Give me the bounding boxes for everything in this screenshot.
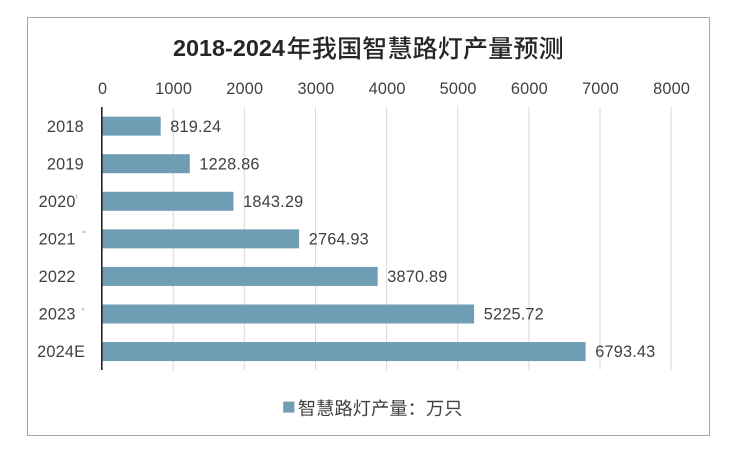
svg-text:5225.72: 5225.72 bbox=[484, 306, 544, 324]
svg-text:2000: 2000 bbox=[226, 80, 263, 98]
svg-text:819.24: 819.24 bbox=[170, 118, 221, 136]
svg-text:3870.89: 3870.89 bbox=[387, 268, 447, 286]
svg-text:2020: 2020 bbox=[39, 193, 76, 211]
svg-text:6000: 6000 bbox=[511, 80, 548, 98]
svg-text:2021: 2021 bbox=[39, 231, 76, 249]
svg-text:2018: 2018 bbox=[47, 118, 84, 136]
svg-text:1000: 1000 bbox=[155, 80, 192, 98]
svg-text:6793.43: 6793.43 bbox=[595, 343, 655, 361]
svg-text:5000: 5000 bbox=[440, 80, 477, 98]
svg-text:2764.93: 2764.93 bbox=[309, 231, 369, 249]
svg-text:2022: 2022 bbox=[39, 268, 76, 286]
svg-text:2023: 2023 bbox=[39, 306, 76, 324]
svg-text:1228.86: 1228.86 bbox=[199, 155, 259, 173]
svg-text:3000: 3000 bbox=[297, 80, 334, 98]
svg-text:8000: 8000 bbox=[653, 80, 690, 98]
svg-text:7000: 7000 bbox=[582, 80, 619, 98]
svg-text:1843.29: 1843.29 bbox=[243, 193, 303, 211]
svg-text:2018-2024: 2018-2024 bbox=[173, 35, 285, 61]
svg-text:4000: 4000 bbox=[369, 80, 406, 98]
svg-text:2019: 2019 bbox=[47, 155, 84, 173]
svg-text:2024E: 2024E bbox=[37, 343, 85, 361]
svg-text:0: 0 bbox=[98, 80, 107, 98]
